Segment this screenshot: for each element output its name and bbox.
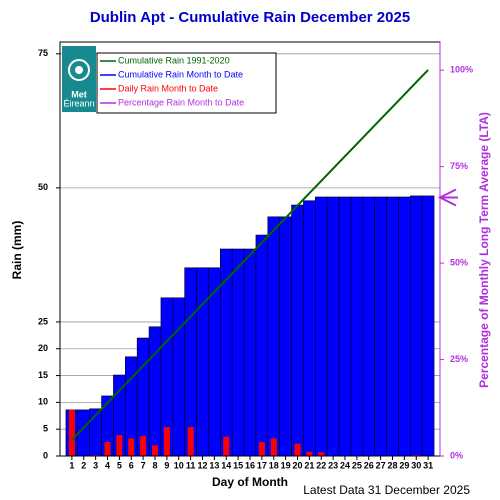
cumulative-bar: [386, 196, 399, 457]
legend-label: Percentage Rain Month to Date: [118, 97, 244, 107]
daily-bar: [187, 427, 194, 456]
x-tick-label: 28: [387, 460, 397, 470]
y-tick-label: 20: [38, 343, 48, 353]
x-tick-label: 13: [209, 460, 219, 470]
y-tick-label: 0: [43, 450, 48, 460]
cumulative-bar: [196, 267, 209, 457]
footer: Latest Data 31 December 2025: [303, 483, 470, 497]
chart-title: Dublin Apt - Cumulative Rain December 20…: [90, 9, 410, 26]
percentage-arrow: [437, 188, 458, 207]
x-tick-label: 5: [117, 460, 122, 470]
daily-bar: [223, 436, 230, 456]
daily-bar: [294, 443, 301, 456]
logo-swirl-inner: [75, 66, 83, 74]
cumulative-bar: [326, 196, 340, 457]
logo-text: Éireann: [63, 98, 94, 108]
x-tick-label: 26: [364, 460, 374, 470]
x-tick-label: 9: [164, 460, 169, 470]
cumulative-bar: [148, 326, 162, 457]
y2-tick-label: 100%: [450, 65, 473, 75]
daily-bar: [140, 436, 147, 456]
cumulative-bar: [374, 196, 387, 457]
normal-line: [71, 69, 429, 441]
daily-bar: [258, 442, 265, 456]
daily-bar: [92, 454, 99, 456]
legend-box: [96, 52, 277, 114]
x-tick-label: 15: [233, 460, 243, 470]
x-axis-label: Day of Month: [212, 475, 288, 489]
daily-bar: [104, 442, 111, 456]
x-tick-label: 24: [340, 460, 350, 470]
cumulative-bar: [350, 196, 364, 457]
x-tick-label: 27: [376, 460, 386, 470]
cumulative-bar: [231, 248, 245, 457]
x-tick-label: 23: [328, 460, 338, 470]
y2-axis-label: Percentage of Monthly Long Term Average …: [477, 112, 491, 388]
x-tick-label: 12: [197, 460, 207, 470]
y-axis-label: Rain (mm): [10, 221, 24, 280]
x-tick-label: 1: [69, 460, 74, 470]
x-tick-label: 8: [152, 460, 157, 470]
logo-text: Met: [71, 89, 87, 99]
x-tick-label: 11: [186, 460, 196, 470]
legend-label: Cumulative Rain 1991-2020: [118, 55, 230, 65]
daily-bar: [318, 452, 325, 456]
y-tick-label: 10: [38, 397, 48, 407]
cumulative-bar: [315, 196, 328, 457]
cumulative-bar: [410, 195, 423, 457]
daily-bar: [270, 438, 277, 456]
logo-swirl: [68, 59, 90, 81]
cumulative-bar: [279, 216, 292, 457]
x-tick-label: 30: [411, 460, 421, 470]
legend-label: Daily Rain Month to Date: [118, 83, 218, 93]
x-tick-label: 6: [129, 460, 134, 470]
cumulative-bar: [267, 216, 280, 457]
daily-bar: [306, 451, 313, 456]
x-tick-label: 10: [174, 460, 184, 470]
y-tick-label: 50: [38, 182, 48, 192]
cumulative-bar: [255, 234, 269, 457]
cumulative-bar: [398, 196, 411, 457]
x-tick-label: 2: [81, 460, 86, 470]
x-tick-label: 19: [281, 460, 291, 470]
daily-bar: [163, 427, 170, 456]
cumulative-bar: [291, 204, 304, 457]
daily-bar: [116, 435, 123, 456]
y-tick-label: 15: [38, 370, 48, 380]
cumulative-bar: [421, 195, 435, 457]
x-tick-label: 21: [304, 460, 314, 470]
daily-bar: [413, 454, 420, 456]
daily-bar: [128, 438, 135, 456]
cumulative-bar: [172, 297, 185, 457]
daily-bar: [152, 445, 158, 456]
x-tick-label: 25: [352, 460, 362, 470]
y-tick-label: 5: [43, 424, 48, 434]
y-tick-label: 75: [38, 48, 48, 58]
cumulative-bar: [338, 196, 352, 457]
y2-tick-label: 0%: [450, 450, 463, 460]
cumulative-bar: [303, 200, 316, 457]
x-tick-label: 20: [292, 460, 302, 470]
x-tick-label: 31: [423, 460, 433, 470]
x-tick-label: 29: [399, 460, 409, 470]
y2-tick-label: 75%: [450, 161, 468, 171]
y2-tick-label: 25%: [450, 354, 468, 364]
daily-bar: [68, 409, 75, 456]
x-tick-label: 16: [245, 460, 255, 470]
y2-tick-label: 50%: [450, 257, 468, 267]
x-tick-label: 14: [221, 460, 231, 470]
cumulative-bar: [362, 196, 375, 457]
x-tick-label: 22: [316, 460, 326, 470]
x-tick-label: 17: [257, 460, 267, 470]
x-tick-label: 18: [269, 460, 279, 470]
x-tick-label: 4: [105, 460, 110, 470]
cumulative-bar: [243, 248, 257, 457]
x-tick-label: 7: [141, 460, 146, 470]
x-tick-label: 3: [93, 460, 98, 470]
y-tick-label: 25: [38, 316, 48, 326]
legend-label: Cumulative Rain Month to Date: [118, 69, 243, 79]
